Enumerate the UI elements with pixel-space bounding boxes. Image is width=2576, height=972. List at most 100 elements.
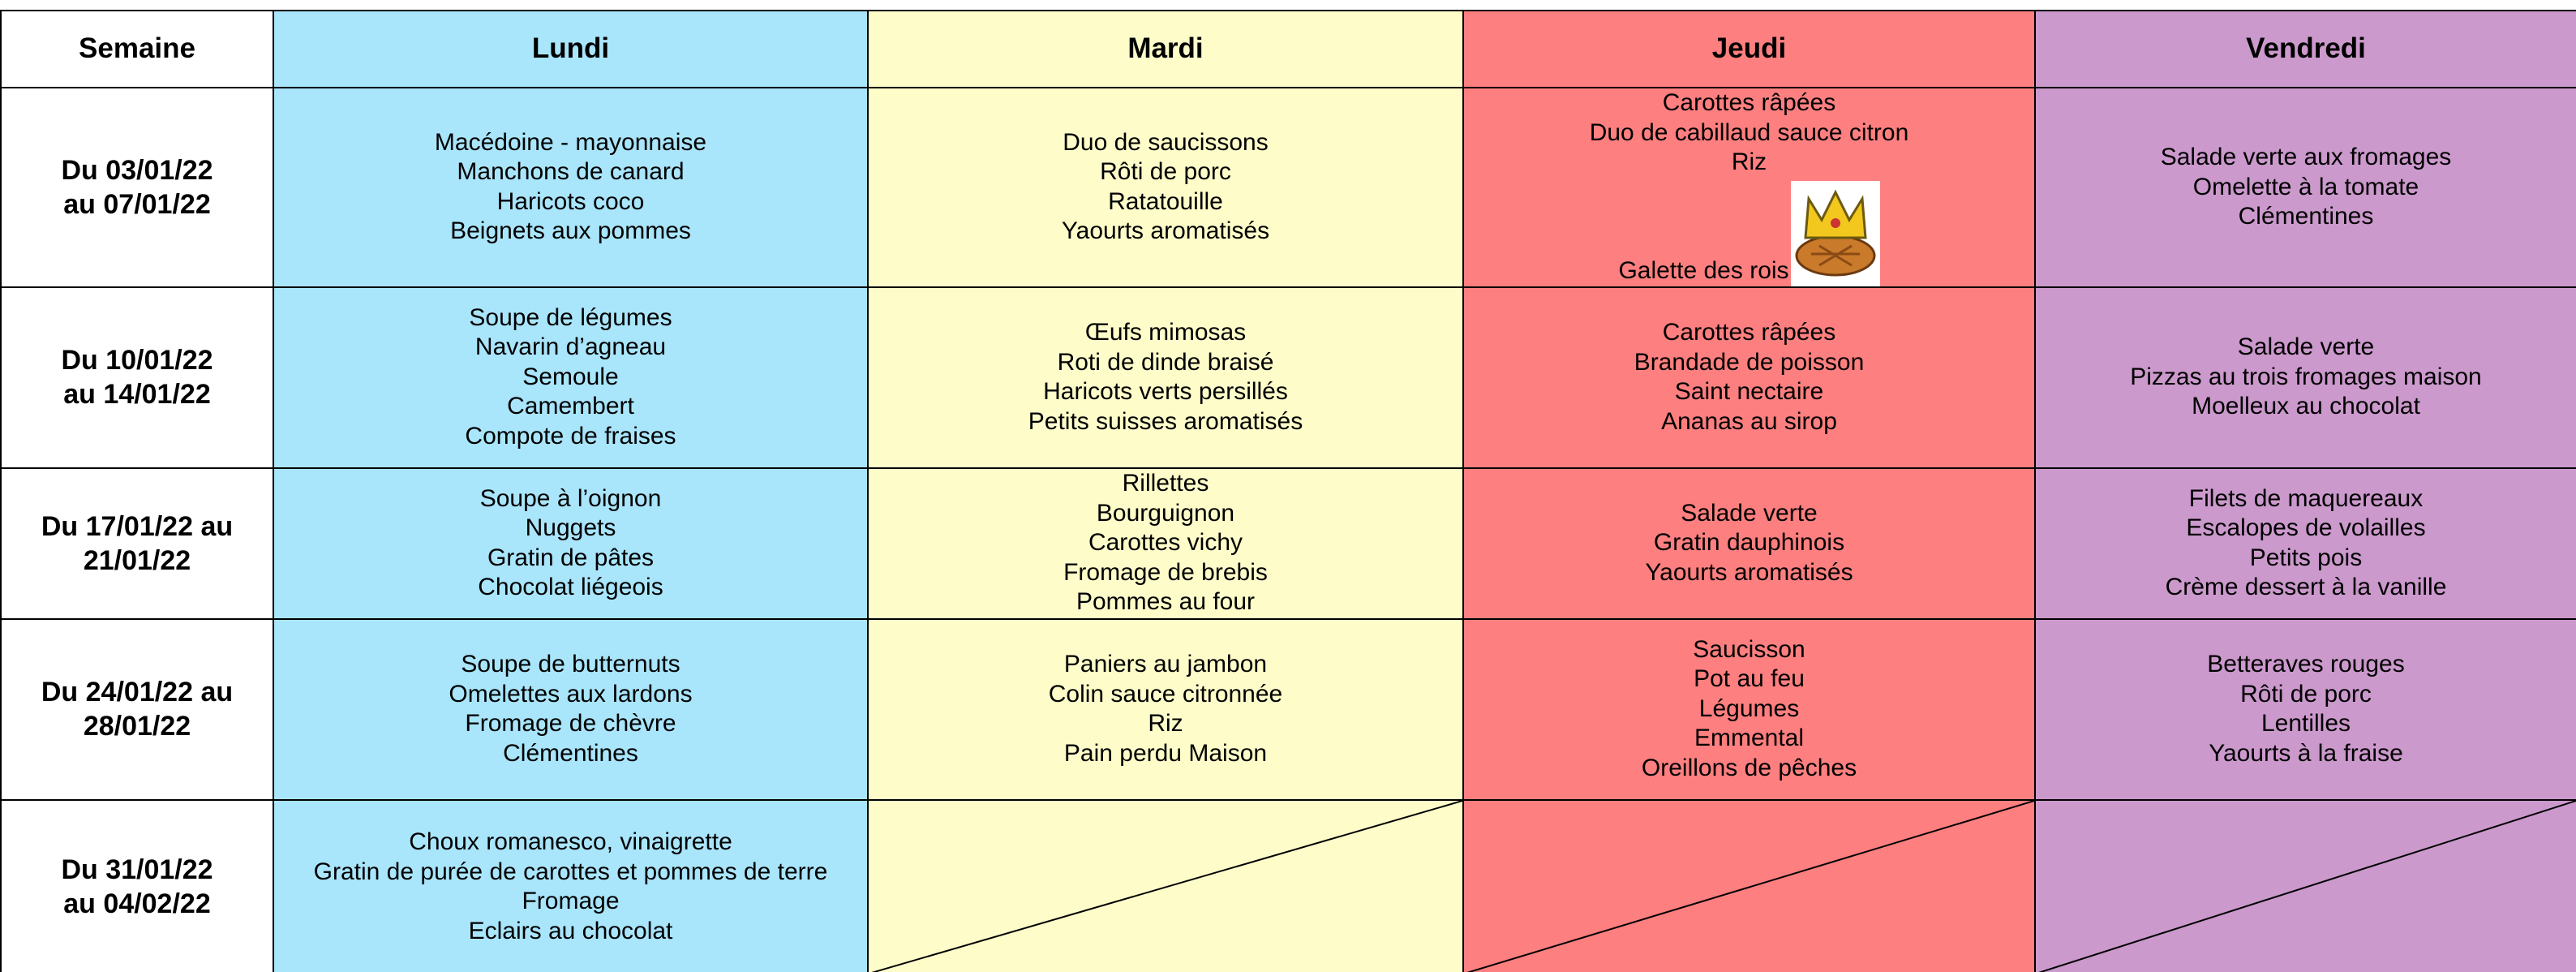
dish: Paniers au jambon	[1063, 651, 1268, 677]
dish: Colin sauce citronnée	[1048, 680, 1283, 707]
dish: Riz	[1148, 710, 1183, 737]
dish: Moelleux au chocolat	[2192, 393, 2420, 420]
dish: Salade verte	[2237, 333, 2375, 361]
column-header: Lundi	[273, 10, 869, 88]
dish: Gratin de purée de carottes et pommes de…	[313, 858, 828, 885]
dish: Roti de dinde braisé	[1057, 348, 1274, 376]
dish: Fromage	[522, 888, 620, 914]
header-row: Semaine Lundi Mardi Jeudi Vendredi	[0, 10, 2576, 88]
dish: Riz	[1731, 148, 1767, 175]
dish: Rillettes	[1122, 470, 1209, 497]
empty-diagonal	[2036, 801, 2576, 972]
week-label: 28/01/22	[83, 711, 191, 742]
dish: Rôti de porc	[1100, 158, 1231, 186]
dish: Fromage de chèvre	[465, 710, 676, 737]
dish: Duo de saucissons	[1063, 128, 1269, 156]
menu-cell: Œufs mimosas Roti de dinde braisé Haricots…	[867, 286, 1464, 469]
dish: Betteraves rouges	[2207, 651, 2405, 677]
menu-cell: Betteraves rouges Rôti de porc Lentilles Ya…	[2034, 617, 2576, 801]
week-label: au 07/01/22	[63, 188, 211, 220]
week-cell: Du 31/01/22 au 04/02/22	[0, 798, 274, 972]
menu-cell: Salade verte aux fromages Omelette à la t…	[2034, 87, 2576, 288]
dish: Beignets aux pommes	[450, 217, 691, 245]
dish: Yaourts aromatisés	[1061, 217, 1270, 245]
menu-cell	[2034, 798, 2576, 972]
dish: Salade verte aux fromages	[2160, 144, 2452, 170]
dish: Chocolat liégeois	[478, 574, 663, 600]
dish: Duo de cabillaud sauce citron	[1589, 118, 1909, 146]
week-row: Du 03/01/22 au 07/01/22 Macédoine - mayonn…	[0, 87, 2576, 288]
week-cell: Du 10/01/22 au 14/01/22	[0, 286, 274, 469]
dish: Brandade de poisson	[1634, 348, 1865, 376]
dish: Omelette à la tomate	[2192, 173, 2419, 200]
week-row: Du 31/01/22 au 04/02/22 Choux romanesco, v…	[0, 798, 2576, 972]
week-label: Du 24/01/22 au	[41, 677, 234, 707]
dish: Choux romanesco, vinaigrette	[409, 828, 732, 855]
dish: Carottes râpées	[1662, 89, 1836, 116]
dish: Yaourts aromatisés	[1645, 558, 1853, 586]
galette-line: Galette des rois	[1465, 180, 2033, 286]
dish: Galette des rois	[1618, 257, 1789, 284]
week-label: 21/01/22	[83, 544, 191, 576]
dish: Pain perdu Maison	[1063, 739, 1268, 767]
dish: Soupe de légumes	[469, 303, 672, 331]
dish: Carottes vichy	[1088, 529, 1243, 557]
empty-diagonal	[869, 801, 1462, 972]
menu-cell	[867, 798, 1464, 972]
dish: Emmental	[1694, 725, 1805, 752]
menu-cell: Filets de maquereaux Escalopes de volaill…	[2034, 467, 2576, 620]
week-row: Du 24/01/22 au 28/01/22 Soupe de butternut…	[0, 617, 2576, 801]
dish: Ratatouille	[1108, 187, 1223, 215]
week-row: Du 17/01/22 au 21/01/22 Soupe à l’oignon Nu…	[0, 467, 2576, 620]
week-label: Du 03/01/22	[61, 154, 213, 186]
dish: Omelettes aux lardons	[449, 680, 693, 707]
menu-cell: Saucisson Pot au feu Légumes Emmental Oreill…	[1462, 617, 2036, 801]
dish: Clémentines	[2238, 203, 2374, 230]
dish: Haricots verts persillés	[1043, 378, 1288, 405]
week-cell: Du 24/01/22 au 28/01/22	[0, 617, 274, 801]
dish: Pot au feu	[1694, 665, 1805, 693]
dish: Semoule	[522, 363, 619, 390]
dish: Lentilles	[2260, 710, 2351, 737]
week-label: au 04/02/22	[63, 888, 211, 919]
column-header: Vendredi	[2034, 10, 2576, 88]
dish: Haricots coco	[496, 187, 645, 215]
dish: Compote de fraises	[465, 422, 676, 449]
week-label: Du 17/01/22 au	[41, 510, 234, 542]
dish: Œufs mimosas	[1084, 319, 1247, 346]
dish: Yaourts à la fraise	[2209, 739, 2403, 767]
week-label: Du 10/01/22	[61, 345, 213, 376]
menu-cell: Soupe de légumes Navarin d’agneau Semoule C…	[273, 286, 869, 469]
dish: Carottes râpées	[1662, 319, 1836, 346]
dish: Fromage de brebis	[1063, 558, 1268, 586]
dish: Légumes	[1698, 695, 1800, 722]
dish: Ananas au sirop	[1661, 407, 1837, 435]
dish: Eclairs au chocolat	[468, 917, 673, 944]
menu-cell: Soupe à l’oignon Nuggets Gratin de pâtes Ch…	[273, 467, 869, 620]
menu-cell: Soupe de butternuts Omelettes aux lardons…	[273, 617, 869, 801]
menu-table: Semaine Lundi Mardi Jeudi Vendredi Du 03/01/…	[0, 10, 2576, 972]
dish: Bourguignon	[1096, 499, 1235, 527]
week-label: au 14/01/22	[63, 379, 211, 410]
dish: Escalopes de volailles	[2186, 514, 2426, 541]
dish: Saint nectaire	[1674, 378, 1824, 405]
galette-icon	[1790, 180, 1880, 286]
dish: Petits suisses aromatisés	[1028, 407, 1303, 435]
menu-cell: Salade verte Gratin dauphinois Yaourts aro…	[1462, 467, 2036, 620]
menu-cell: Duo de saucissons Rôti de porc Ratatouille…	[867, 87, 1464, 288]
dish: Gratin dauphinois	[1653, 529, 1845, 557]
column-header: Mardi	[867, 10, 1464, 88]
dish: Pommes au four	[1075, 588, 1256, 616]
dish: Soupe à l’oignon	[479, 484, 662, 512]
dish: Camembert	[507, 393, 634, 420]
menu-cell: Macédoine - mayonnaise Manchons de canard…	[273, 87, 869, 288]
dish: Gratin de pâtes	[487, 544, 655, 571]
dish: Salade verte	[1681, 499, 1818, 527]
week-cell: Du 03/01/22 au 07/01/22	[0, 87, 274, 288]
dish: Rôti de porc	[2240, 680, 2372, 707]
week-label: Du 31/01/22	[61, 854, 213, 885]
week-row: Du 10/01/22 au 14/01/22 Soupe de légumes Na…	[0, 286, 2576, 469]
dish: Navarin d’agneau	[474, 333, 667, 361]
